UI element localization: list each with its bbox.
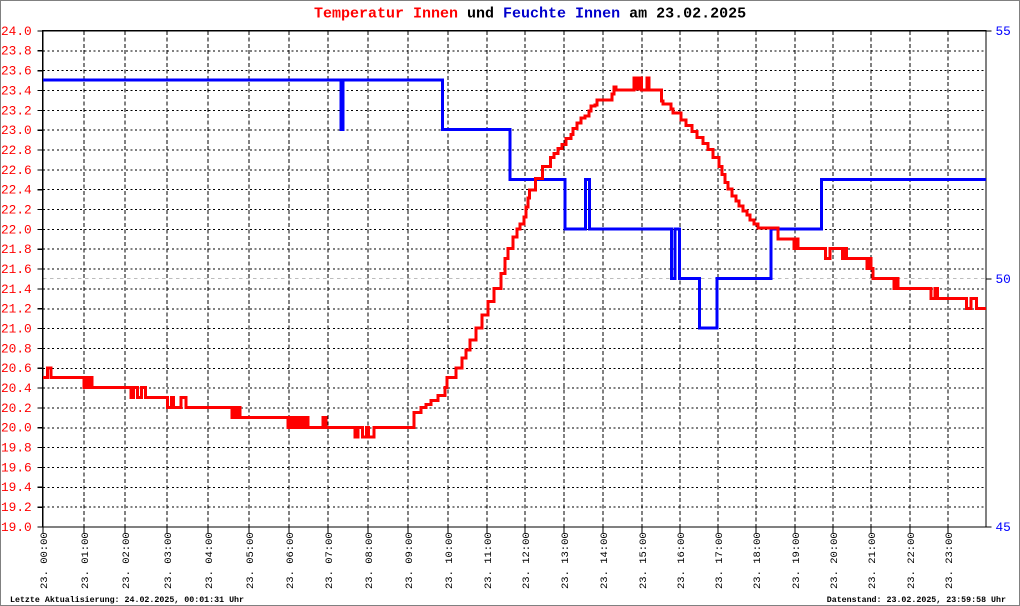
svg-text:23. 05:00: 23. 05:00 <box>245 532 257 589</box>
svg-text:23. 04:00: 23. 04:00 <box>204 532 216 589</box>
svg-text:23. 17:00: 23. 17:00 <box>714 532 726 589</box>
svg-text:23. 11:00: 23. 11:00 <box>483 532 495 589</box>
svg-text:23. 18:00: 23. 18:00 <box>752 532 764 589</box>
svg-text:23.0: 23.0 <box>1 123 32 138</box>
svg-text:Datenstand: 23.02.2025, 23:59:: Datenstand: 23.02.2025, 23:59:58 Uhr <box>827 595 1006 605</box>
svg-text:23.6: 23.6 <box>1 64 32 79</box>
svg-text:19.6: 19.6 <box>1 460 32 475</box>
svg-text:20.4: 20.4 <box>1 381 32 396</box>
svg-text:20.2: 20.2 <box>1 401 32 416</box>
svg-text:24.0: 24.0 <box>1 24 32 39</box>
svg-text:20.8: 20.8 <box>1 341 32 356</box>
svg-text:50: 50 <box>996 272 1011 287</box>
svg-text:19.2: 19.2 <box>1 500 32 515</box>
svg-text:23. 20:00: 23. 20:00 <box>829 532 841 589</box>
svg-text:23. 12:00: 23. 12:00 <box>521 532 533 589</box>
svg-text:22.4: 22.4 <box>1 183 32 198</box>
svg-text:23. 19:00: 23. 19:00 <box>791 532 803 589</box>
svg-text:21.2: 21.2 <box>1 302 32 317</box>
svg-text:21.8: 21.8 <box>1 242 32 257</box>
svg-text:23. 07:00: 23. 07:00 <box>324 532 336 589</box>
svg-text:22.2: 22.2 <box>1 203 32 218</box>
svg-text:23. 21:00: 23. 21:00 <box>867 532 879 589</box>
svg-text:23. 13:00: 23. 13:00 <box>560 532 572 589</box>
svg-text:23.8: 23.8 <box>1 44 32 59</box>
svg-text:22.0: 22.0 <box>1 222 32 237</box>
svg-text:23. 06:00: 23. 06:00 <box>285 532 297 589</box>
svg-text:23. 22:00: 23. 22:00 <box>906 532 918 589</box>
svg-text:22.6: 22.6 <box>1 163 32 178</box>
svg-text:23. 15:00: 23. 15:00 <box>638 532 650 589</box>
svg-text:22.8: 22.8 <box>1 143 32 158</box>
svg-text:19.4: 19.4 <box>1 480 32 495</box>
svg-text:19.0: 19.0 <box>1 520 32 535</box>
svg-text:23. 00:00: 23. 00:00 <box>39 532 51 589</box>
svg-text:21.0: 21.0 <box>1 322 32 337</box>
svg-text:Temperatur Innen und Feuchte I: Temperatur Innen und Feuchte Innen am 23… <box>314 6 746 23</box>
svg-text:23. 09:00: 23. 09:00 <box>404 532 416 589</box>
svg-text:45: 45 <box>996 520 1011 535</box>
svg-text:21.6: 21.6 <box>1 262 32 277</box>
svg-text:23. 02:00: 23. 02:00 <box>121 532 133 589</box>
svg-text:55: 55 <box>996 24 1011 39</box>
svg-text:23.4: 23.4 <box>1 83 32 98</box>
svg-text:20.6: 20.6 <box>1 361 32 376</box>
svg-text:23.2: 23.2 <box>1 103 32 118</box>
svg-text:23. 14:00: 23. 14:00 <box>599 532 611 589</box>
svg-text:20.0: 20.0 <box>1 421 32 436</box>
svg-text:23. 08:00: 23. 08:00 <box>364 532 376 589</box>
svg-text:Letzte Aktualisierung: 24.02.2: Letzte Aktualisierung: 24.02.2025, 00:01… <box>10 595 244 605</box>
svg-text:23. 03:00: 23. 03:00 <box>163 532 175 589</box>
svg-text:21.4: 21.4 <box>1 282 32 297</box>
svg-text:23. 01:00: 23. 01:00 <box>80 532 92 589</box>
svg-text:23. 10:00: 23. 10:00 <box>444 532 456 589</box>
svg-text:23. 23:00: 23. 23:00 <box>944 532 956 589</box>
svg-text:19.8: 19.8 <box>1 441 32 456</box>
svg-text:23. 16:00: 23. 16:00 <box>676 532 688 589</box>
